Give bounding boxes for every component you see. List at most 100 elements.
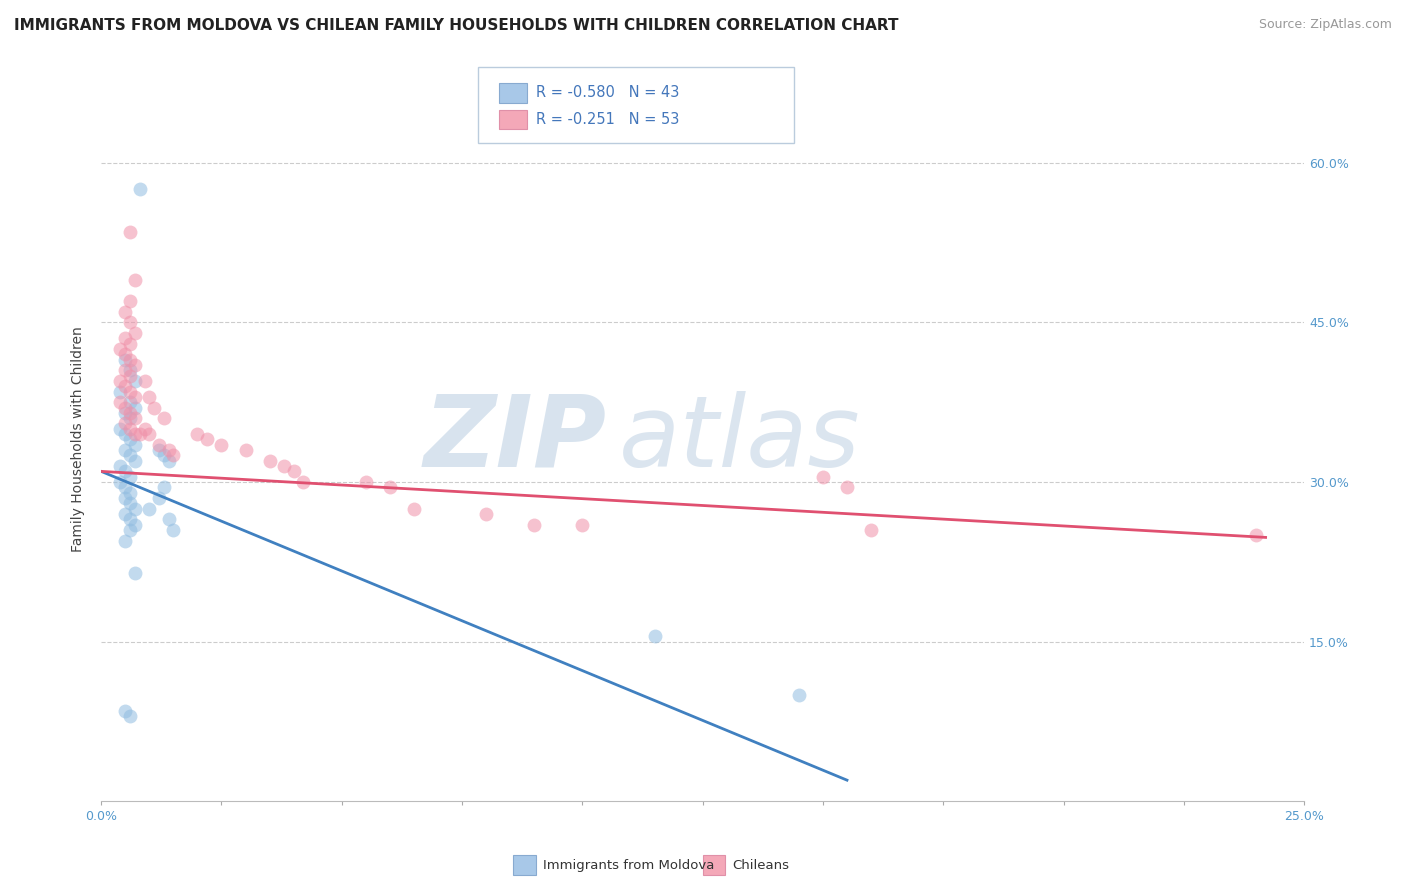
Point [120, 315, 142, 329]
Point [644, 629, 666, 643]
Text: Source: ZipAtlas.com: Source: ZipAtlas.com [1258, 18, 1392, 31]
Point [114, 304, 136, 318]
Point [120, 384, 142, 399]
Point [110, 374, 132, 388]
Point [110, 395, 132, 409]
Y-axis label: Family Households with Children: Family Households with Children [72, 326, 86, 552]
Point [402, 501, 425, 516]
Point [124, 390, 146, 404]
Point [120, 411, 142, 425]
Point [114, 443, 136, 458]
Point [148, 438, 170, 452]
Point [148, 443, 170, 458]
Point [138, 427, 160, 442]
Point [134, 422, 156, 436]
Point [120, 225, 142, 239]
Point [157, 443, 180, 458]
Point [114, 480, 136, 494]
Point [128, 427, 150, 442]
Point [124, 411, 146, 425]
Point [152, 449, 174, 463]
Point [124, 427, 146, 442]
Text: R = -0.580   N = 43: R = -0.580 N = 43 [536, 86, 679, 100]
Point [787, 688, 810, 702]
Point [186, 427, 208, 442]
Text: IMMIGRANTS FROM MOLDOVA VS CHILEAN FAMILY HOUSEHOLDS WITH CHILDREN CORRELATION C: IMMIGRANTS FROM MOLDOVA VS CHILEAN FAMIL… [14, 18, 898, 33]
Point [120, 469, 142, 483]
Point [120, 352, 142, 367]
Point [378, 480, 401, 494]
Point [120, 395, 142, 409]
Point [120, 293, 142, 308]
Point [162, 523, 184, 537]
Point [114, 533, 136, 548]
Point [124, 566, 146, 580]
Point [292, 475, 315, 489]
Point [128, 182, 150, 196]
Point [120, 512, 142, 526]
Point [143, 401, 166, 415]
Point [120, 336, 142, 351]
Point [124, 401, 146, 415]
Point [138, 501, 160, 516]
Point [120, 496, 142, 510]
Point [124, 358, 146, 372]
Text: Immigrants from Moldova: Immigrants from Moldova [543, 859, 714, 871]
Point [1244, 528, 1267, 542]
Point [120, 485, 142, 500]
Point [124, 326, 146, 340]
Point [110, 475, 132, 489]
Point [114, 363, 136, 377]
Point [120, 449, 142, 463]
Point [134, 374, 156, 388]
Point [114, 704, 136, 718]
Point [860, 523, 883, 537]
Point [114, 464, 136, 478]
Point [138, 390, 160, 404]
Point [211, 438, 233, 452]
Text: Chileans: Chileans [733, 859, 790, 871]
Point [114, 507, 136, 521]
Point [195, 433, 218, 447]
Text: atlas: atlas [619, 391, 860, 488]
Point [124, 454, 146, 468]
Point [120, 368, 142, 383]
Point [157, 512, 180, 526]
Point [354, 475, 377, 489]
Point [120, 709, 142, 723]
Point [811, 469, 834, 483]
Point [162, 449, 184, 463]
Point [114, 406, 136, 420]
Point [835, 480, 858, 494]
Point [124, 374, 146, 388]
Point [124, 517, 146, 532]
Point [571, 517, 593, 532]
Point [114, 401, 136, 415]
Point [283, 464, 305, 478]
Text: R = -0.251   N = 53: R = -0.251 N = 53 [536, 112, 679, 127]
Point [124, 438, 146, 452]
Text: ZIP: ZIP [423, 391, 606, 488]
Point [120, 422, 142, 436]
Point [157, 454, 180, 468]
Point [152, 480, 174, 494]
Point [120, 433, 142, 447]
Point [124, 273, 146, 287]
Point [114, 352, 136, 367]
Point [120, 523, 142, 537]
Point [120, 363, 142, 377]
Point [114, 379, 136, 393]
Point [273, 458, 295, 473]
Point [475, 507, 498, 521]
Point [259, 454, 281, 468]
Point [114, 331, 136, 345]
Point [114, 427, 136, 442]
Point [523, 517, 546, 532]
Point [110, 458, 132, 473]
Point [235, 443, 257, 458]
Point [148, 491, 170, 505]
Point [114, 347, 136, 361]
Point [124, 501, 146, 516]
Point [110, 384, 132, 399]
Point [114, 417, 136, 431]
